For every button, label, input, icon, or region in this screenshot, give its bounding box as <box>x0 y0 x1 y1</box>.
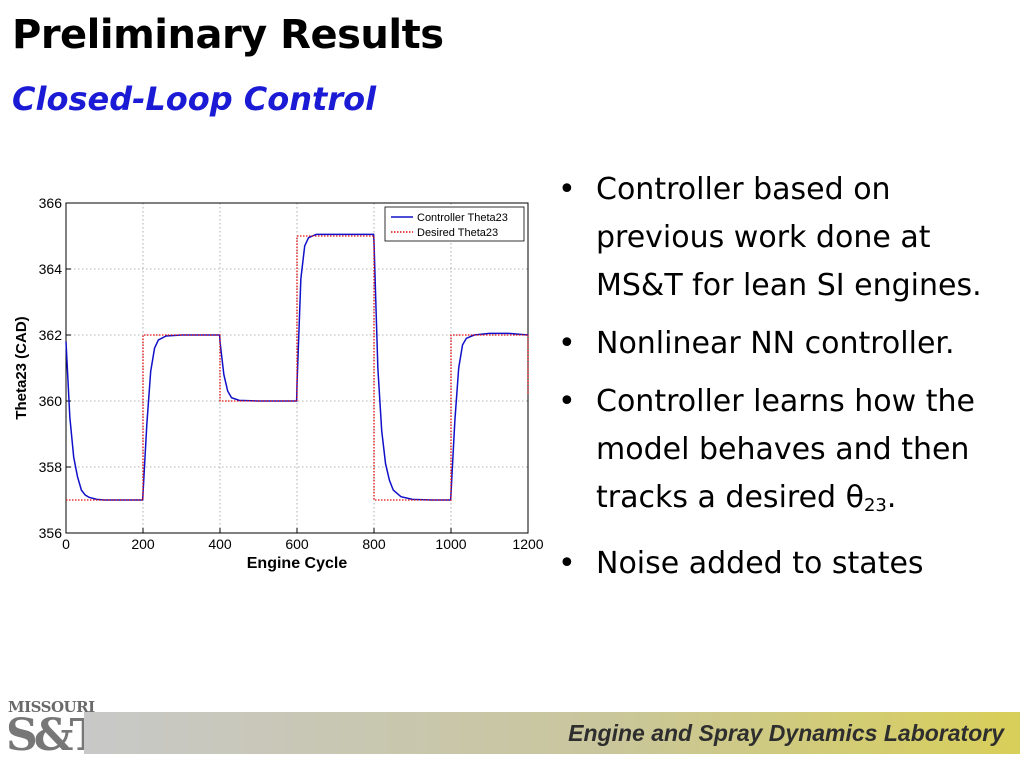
bullet-text: Controller based on previous work done a… <box>596 172 982 303</box>
bullet-item: Controller learns how the model behaves … <box>556 378 1018 530</box>
y-tick-label: 362 <box>39 327 63 343</box>
bullet-text: Controller learns how the model behaves … <box>596 384 975 515</box>
logo-top-text: MISSOURI <box>8 698 95 716</box>
bullet-item: Nonlinear NN controller. <box>556 320 1018 368</box>
bullet-period: . <box>886 480 897 515</box>
slide-subtitle: Closed-Loop Control <box>12 80 377 118</box>
theta-subscript: 23 <box>863 495 887 516</box>
bullet-text: Noise added to states <box>596 546 924 581</box>
bullet-item: Noise added to states <box>556 540 1018 588</box>
footer-bar: Engine and Spray Dynamics Laboratory <box>84 712 1020 754</box>
y-axis-label: Theta23 (CAD) <box>13 316 30 419</box>
theta23-chart: 0 200 400 600 800 1000 1200 356 358 360 362 364 366 E… <box>13 195 544 572</box>
missouri-st-logo: MISSOURI S&T <box>6 698 102 764</box>
bullet-item: Controller based on previous work done a… <box>556 166 1018 310</box>
legend-box <box>384 206 525 242</box>
x-tick-label: 800 <box>362 536 386 552</box>
legend-label: Desired Theta23 <box>417 227 498 239</box>
lab-name: Engine and Spray Dynamics Laboratory <box>568 720 1004 746</box>
y-tick-label: 356 <box>39 525 63 541</box>
x-tick-label: 1200 <box>512 536 543 552</box>
x-tick-label: 0 <box>62 536 70 552</box>
y-tick-label: 358 <box>39 459 63 475</box>
theta-symbol: θ <box>845 480 864 515</box>
bullet-list: Controller based on previous work done a… <box>556 166 1018 598</box>
y-tick-label: 366 <box>39 195 63 211</box>
x-tick-label: 200 <box>131 536 155 552</box>
x-tick-label: 400 <box>208 536 232 552</box>
desired-theta23-line <box>66 235 529 501</box>
x-tick-label: 1000 <box>435 536 466 552</box>
legend-label: Controller Theta23 <box>417 212 508 224</box>
x-tick-label: 600 <box>285 536 309 552</box>
x-axis-label: Engine Cycle <box>247 555 348 572</box>
bullet-text: Nonlinear NN controller. <box>596 326 955 361</box>
y-tick-label: 364 <box>39 261 63 277</box>
y-tick-label: 360 <box>39 393 63 409</box>
slide-title: Preliminary Results <box>12 12 444 58</box>
